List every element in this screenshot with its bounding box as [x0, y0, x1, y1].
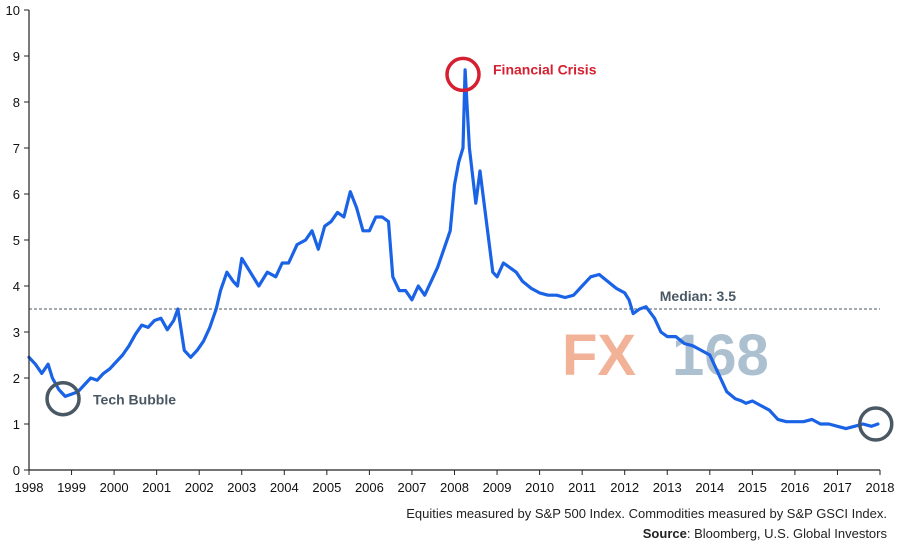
x-tick-label: 2016	[780, 480, 809, 495]
x-tick-label: 2018	[866, 480, 895, 495]
x-tick-label: 2008	[440, 480, 469, 495]
y-tick-label: 0	[13, 463, 20, 478]
y-tick-label: 5	[13, 233, 20, 248]
x-tick-label: 2009	[483, 480, 512, 495]
y-tick-label: 10	[6, 3, 20, 18]
y-tick-label: 8	[13, 95, 20, 110]
y-tick-label: 2	[13, 371, 20, 386]
x-tick-label: 2006	[355, 480, 384, 495]
annotation-ring	[857, 406, 894, 442]
x-tick-label: 2005	[312, 480, 341, 495]
watermark-fx168: FX 168	[562, 323, 769, 388]
x-tick-label: 2004	[270, 480, 299, 495]
x-tick-label: 2000	[100, 480, 129, 495]
median-layer: Median: 3.5	[29, 288, 880, 310]
x-tick-label: 2013	[653, 480, 682, 495]
source-text: : Bloomberg, U.S. Global Investors	[686, 526, 887, 541]
annotation-layer: Financial Crisis Tech Bubble	[45, 56, 894, 442]
y-tick-label: 7	[13, 141, 20, 156]
x-tick-label: 2010	[525, 480, 554, 495]
x-tick-label: 2014	[695, 480, 724, 495]
x-tick-label: 2003	[227, 480, 256, 495]
y-tick-label: 6	[13, 187, 20, 202]
axes-layer: 0 1 2 3 4 5 6 7 8 9 10 1998 1999 2000 2001 2002 2003 2004…	[6, 3, 895, 495]
annotation-ring	[45, 380, 81, 417]
x-tick-label: 2001	[142, 480, 171, 495]
y-tick-label: 4	[13, 279, 20, 294]
source-label: Source	[642, 526, 687, 541]
annotation-ring	[445, 56, 481, 93]
y-tick-label: 1	[13, 417, 20, 432]
x-tick-label: 2017	[823, 480, 852, 495]
x-tick-label: 2015	[738, 480, 767, 495]
x-tick-label: 2012	[610, 480, 639, 495]
annotation-label: Financial Crisis	[493, 61, 597, 77]
watermark-fx-text: FX	[562, 323, 636, 388]
x-tick-label: 2007	[397, 480, 426, 495]
x-tick-label: 1999	[57, 480, 86, 495]
y-tick-label: 3	[13, 325, 20, 340]
x-tick-label: 2011	[568, 480, 596, 495]
series-layer	[27, 68, 880, 431]
footnote: Equities measured by S&P 500 Index. Comm…	[406, 506, 887, 521]
source-note: Source: Bloomberg, U.S. Global Investors	[643, 526, 887, 541]
y-tick-label: 9	[13, 49, 20, 64]
x-tick-label: 1998	[15, 480, 44, 495]
x-tick-label: 2002	[185, 480, 214, 495]
median-label: Median: 3.5	[660, 288, 736, 304]
line-chart: FX 168 Median: 3.5 0 1 2 3 4 5 6 7 8 9 10 1998 1999 20…	[6, 3, 895, 495]
annotation-label: Tech Bubble	[93, 392, 176, 408]
series-line	[27, 68, 880, 431]
